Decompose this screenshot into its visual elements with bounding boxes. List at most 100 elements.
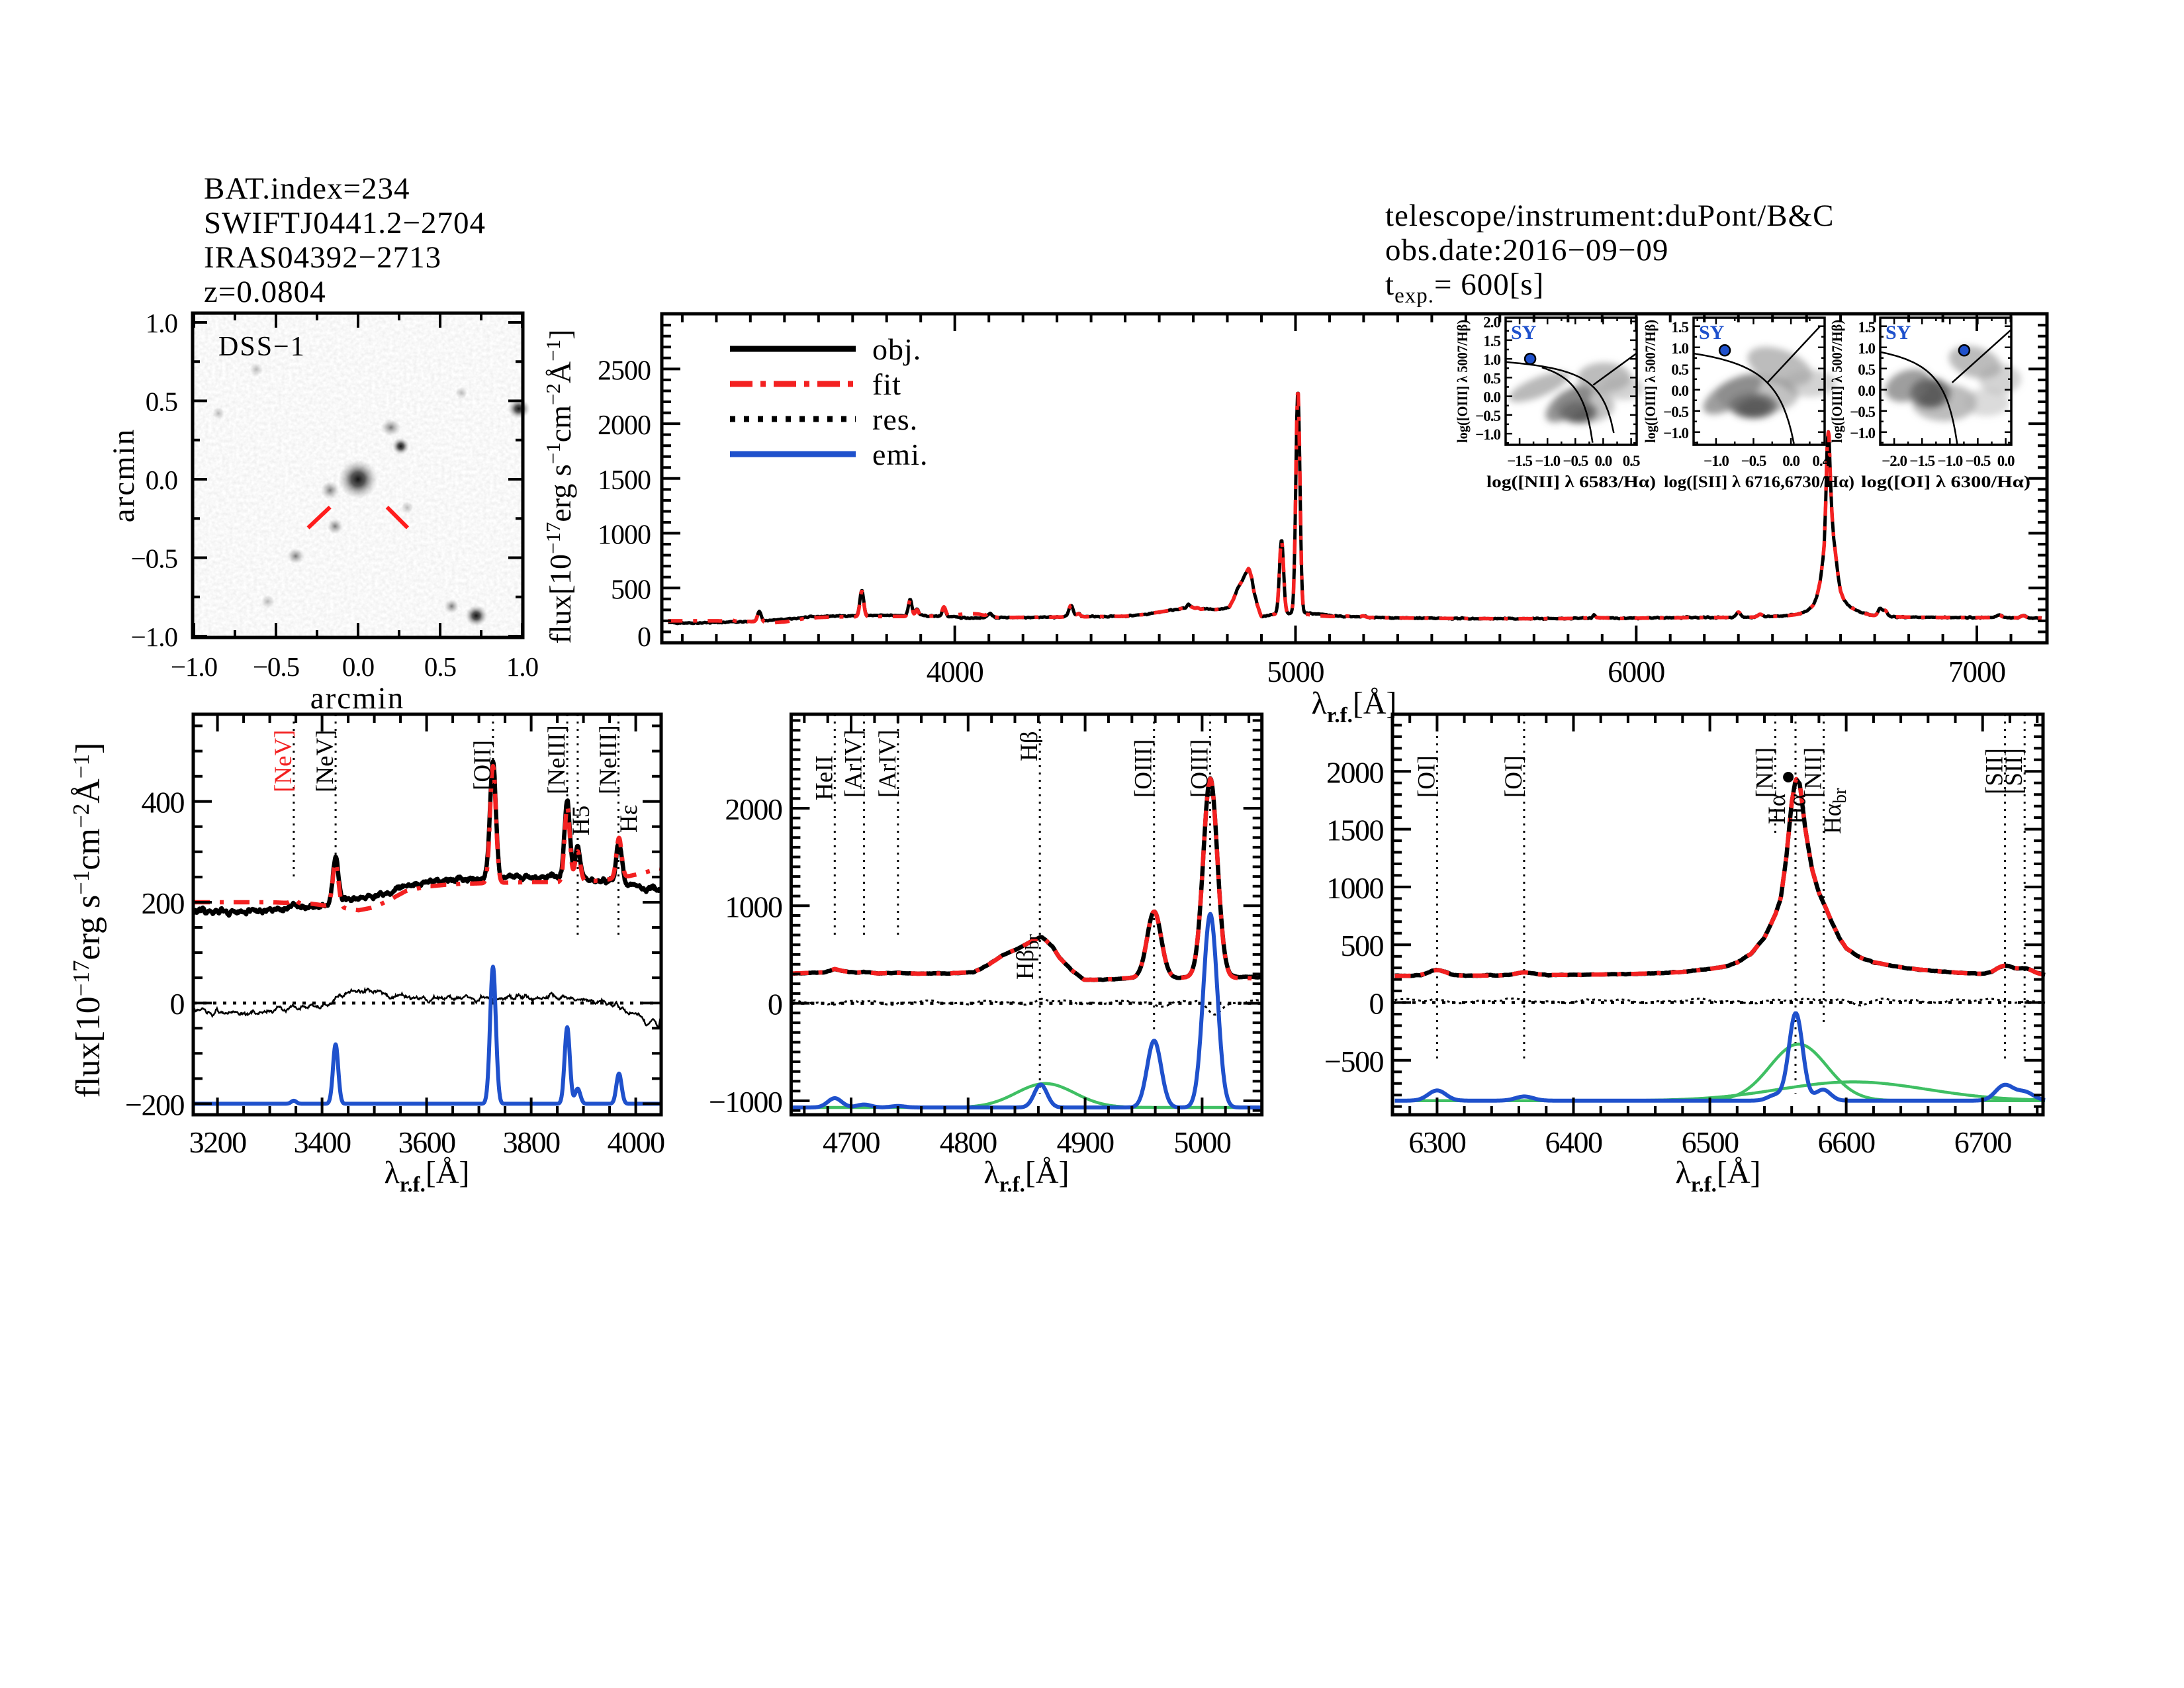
svg-text:telescope/instrument:duPont/B&: telescope/instrument:duPont/B&C — [1385, 199, 1835, 233]
svg-text:5000: 5000 — [1173, 1125, 1231, 1159]
svg-text:−200: −200 — [125, 1088, 184, 1121]
svg-text:Hε: Hε — [615, 805, 643, 833]
svg-text:−1.0: −1.0 — [1535, 453, 1560, 469]
svg-text:[NII]: [NII] — [1752, 747, 1779, 798]
svg-text:−500: −500 — [1324, 1045, 1383, 1078]
svg-text:200: 200 — [142, 886, 185, 920]
svg-text:log([NII] λ 6583/Hα): log([NII] λ 6583/Hα) — [1486, 473, 1656, 491]
svg-text:SY: SY — [1511, 322, 1537, 344]
svg-text:4900: 4900 — [1057, 1125, 1115, 1159]
svg-text:3800: 3800 — [503, 1125, 561, 1159]
svg-text:2500: 2500 — [598, 355, 651, 386]
svg-text:1.0: 1.0 — [1483, 352, 1500, 368]
svg-text:0.0: 0.0 — [1595, 453, 1612, 469]
svg-text:Hα: Hα — [1764, 794, 1791, 824]
svg-text:λr.f.[Å]: λr.f.[Å] — [384, 1155, 469, 1197]
svg-text:−0.5: −0.5 — [1965, 453, 1990, 469]
svg-text:0.0: 0.0 — [1997, 453, 2015, 469]
svg-text:DSS−1: DSS−1 — [218, 332, 306, 362]
svg-text:1.0: 1.0 — [506, 651, 538, 682]
svg-text:1000: 1000 — [725, 890, 782, 923]
svg-text:6500: 6500 — [1682, 1125, 1739, 1159]
svg-text:1.0: 1.0 — [1671, 340, 1688, 357]
svg-text:IRAS04392−2713: IRAS04392−2713 — [204, 240, 441, 275]
svg-text:SWIFTJ0441.2−2704: SWIFTJ0441.2−2704 — [204, 206, 486, 240]
svg-text:−0.5: −0.5 — [1563, 453, 1588, 469]
svg-text:H5: H5 — [568, 806, 595, 835]
svg-text:[NeV]: [NeV] — [312, 729, 339, 792]
svg-text:[NII]: [NII] — [1800, 747, 1827, 798]
svg-text:−0.5: −0.5 — [253, 651, 299, 682]
svg-text:6400: 6400 — [1545, 1125, 1603, 1159]
svg-text:4800: 4800 — [940, 1125, 997, 1159]
svg-text:log([OI] λ 6300/Hα): log([OI] λ 6300/Hα) — [1861, 473, 2030, 491]
svg-text:−1000: −1000 — [709, 1085, 782, 1119]
svg-text:arcmin: arcmin — [107, 428, 141, 523]
svg-text:0: 0 — [170, 987, 185, 1021]
svg-text:[ArIV]: [ArIV] — [841, 729, 868, 798]
svg-text:obj.: obj. — [872, 332, 921, 366]
svg-text:[SII]: [SII] — [2001, 748, 2028, 794]
svg-text:1.5: 1.5 — [1858, 319, 1875, 336]
svg-text:−0.5: −0.5 — [131, 543, 177, 574]
svg-text:5000: 5000 — [1267, 655, 1324, 688]
svg-text:log([SII] λ 6716,6730/Hα): log([SII] λ 6716,6730/Hα) — [1664, 473, 1854, 491]
svg-text:[OII]: [OII] — [469, 740, 496, 790]
svg-text:3200: 3200 — [189, 1125, 247, 1159]
svg-text:1.5: 1.5 — [1483, 333, 1500, 350]
svg-text:Hβ: Hβ — [1016, 731, 1043, 761]
svg-text:flux[10−17erg s−1cm−2Å−1]: flux[10−17erg s−1cm−2Å−1] — [68, 743, 107, 1098]
svg-text:emi.: emi. — [872, 438, 928, 471]
svg-text:0.0: 0.0 — [1671, 383, 1688, 399]
svg-text:λr.f.[Å]: λr.f.[Å] — [983, 1155, 1069, 1197]
svg-text:0.5: 0.5 — [1671, 361, 1688, 378]
svg-text:0.4: 0.4 — [1812, 453, 1830, 469]
svg-text:log([OIII] λ 5007/Hβ): log([OIII] λ 5007/Hβ) — [1642, 320, 1659, 443]
svg-text:3400: 3400 — [294, 1125, 351, 1159]
svg-text:1500: 1500 — [598, 465, 651, 496]
svg-text:λr.f.[Å]: λr.f.[Å] — [1675, 1155, 1760, 1197]
svg-text:−0.5: −0.5 — [1741, 453, 1766, 469]
svg-text:−1.5: −1.5 — [1507, 453, 1532, 469]
svg-text:−1.0: −1.0 — [1475, 426, 1500, 443]
svg-text:−1.0: −1.0 — [131, 622, 177, 652]
svg-text:HeII: HeII — [811, 755, 838, 800]
svg-text:4000: 4000 — [608, 1125, 665, 1159]
svg-text:0: 0 — [1369, 987, 1384, 1021]
svg-text:0.5: 0.5 — [1623, 453, 1640, 469]
svg-text:1.0: 1.0 — [146, 308, 177, 338]
svg-text:1000: 1000 — [1326, 871, 1384, 905]
svg-text:6600: 6600 — [1818, 1125, 1876, 1159]
svg-text:−0.5: −0.5 — [1850, 404, 1875, 420]
svg-text:2000: 2000 — [598, 410, 651, 441]
svg-text:−1.0: −1.0 — [171, 651, 217, 682]
svg-text:fit: fit — [872, 367, 901, 401]
svg-text:−1.0: −1.0 — [1704, 453, 1729, 469]
svg-text:Hα: Hα — [1784, 794, 1811, 824]
svg-text:[OI]: [OI] — [1500, 755, 1527, 798]
svg-text:[OIII]: [OIII] — [1186, 739, 1213, 798]
svg-text:7000: 7000 — [1948, 655, 2005, 688]
svg-text:−1.0: −1.0 — [1850, 425, 1875, 442]
svg-text:0.5: 0.5 — [424, 651, 456, 682]
svg-text:0.0: 0.0 — [342, 651, 374, 682]
svg-text:0.0: 0.0 — [1782, 453, 1799, 469]
svg-text:[ArIV]: [ArIV] — [874, 729, 901, 798]
svg-text:1000: 1000 — [598, 520, 651, 551]
svg-text:−1.5: −1.5 — [1909, 453, 1934, 469]
svg-text:6300: 6300 — [1408, 1125, 1466, 1159]
svg-text:−0.5: −0.5 — [1475, 408, 1500, 424]
svg-text:0.0: 0.0 — [1858, 383, 1875, 399]
svg-text:4700: 4700 — [823, 1125, 880, 1159]
svg-text:6700: 6700 — [1954, 1125, 2012, 1159]
svg-text:500: 500 — [1341, 929, 1384, 962]
svg-text:2000: 2000 — [725, 792, 782, 826]
svg-text:BAT.index=234: BAT.index=234 — [204, 171, 410, 206]
svg-text:−0.5: −0.5 — [1663, 404, 1688, 420]
svg-text:0.5: 0.5 — [1483, 370, 1500, 387]
svg-text:−1.0: −1.0 — [1937, 453, 1962, 469]
svg-text:2000: 2000 — [1326, 755, 1384, 789]
svg-text:[OIII]: [OIII] — [1130, 739, 1158, 798]
svg-text:−1.0: −1.0 — [1663, 425, 1688, 442]
svg-text:0.5: 0.5 — [146, 387, 177, 417]
